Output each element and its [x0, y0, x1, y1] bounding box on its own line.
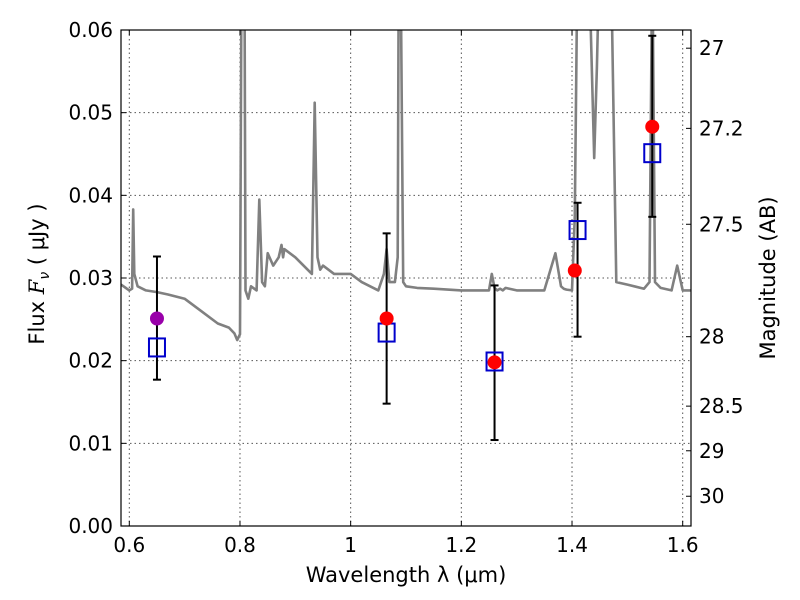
- right-tick-label: 27.2: [699, 116, 744, 140]
- errorbars: [152, 34, 657, 442]
- y-tick-label: 0.01: [68, 431, 113, 455]
- right-tick-label: 29: [699, 439, 724, 463]
- y-tick-label: 0.02: [68, 349, 113, 373]
- right-axis-title: Magnitude (AB): [756, 196, 780, 359]
- x-tick-label: 1.2: [445, 533, 477, 557]
- right-tick-label: 30: [699, 484, 724, 508]
- right-tick-label: 27.5: [699, 212, 744, 236]
- x-tick-label: 1.6: [667, 533, 699, 557]
- model-point: [645, 119, 660, 134]
- grid-lines: [121, 29, 691, 527]
- y-axis-title-suffix: ( μJy ): [25, 203, 49, 271]
- model-point: [487, 355, 502, 370]
- y-tick-label: 0.05: [68, 101, 113, 125]
- y-axis-title: Flux Fν ( μJy ): [25, 203, 53, 344]
- model-points: [149, 119, 660, 370]
- x-tick-label: 1: [344, 533, 357, 557]
- x-tick-label: 1.4: [556, 533, 588, 557]
- model-point: [149, 311, 164, 326]
- observed-point: [485, 351, 504, 372]
- y-axis-title-symbol: F: [25, 278, 49, 295]
- y-axis-title-subscript: ν: [37, 272, 53, 280]
- x-axis-title: Wavelength λ (μm): [306, 563, 507, 587]
- right-tick-label: 27: [699, 36, 724, 60]
- y-axis-title-prefix: Flux: [25, 294, 49, 344]
- y-tick-label: 0.03: [68, 266, 113, 290]
- y-tick-label: 0.04: [68, 183, 113, 207]
- observed-point: [147, 337, 166, 358]
- spectrum-series: [121, 30, 691, 342]
- observed-points: [147, 143, 662, 372]
- model-point: [567, 263, 582, 278]
- x-ticks: 0.6 0.8 1 1.2 1.4 1.6: [113, 30, 699, 557]
- spectrum-line: [121, 30, 691, 342]
- right-ticks: 27 27.2 27.5 28 28.5 29 30: [686, 36, 744, 508]
- observed-point: [643, 143, 662, 164]
- x-tick-label: 0.6: [113, 533, 145, 557]
- observed-point: [568, 220, 587, 241]
- y-tick-label: 0.00: [68, 514, 113, 538]
- right-tick-label: 28.5: [699, 394, 744, 418]
- y-ticks: 0.00 0.01 0.02 0.03 0.04 0.05 0.06: [68, 18, 126, 538]
- right-tick-label: 28: [699, 325, 724, 349]
- model-point: [379, 311, 394, 326]
- y-tick-label: 0.06: [68, 18, 113, 42]
- x-tick-label: 0.8: [224, 533, 256, 557]
